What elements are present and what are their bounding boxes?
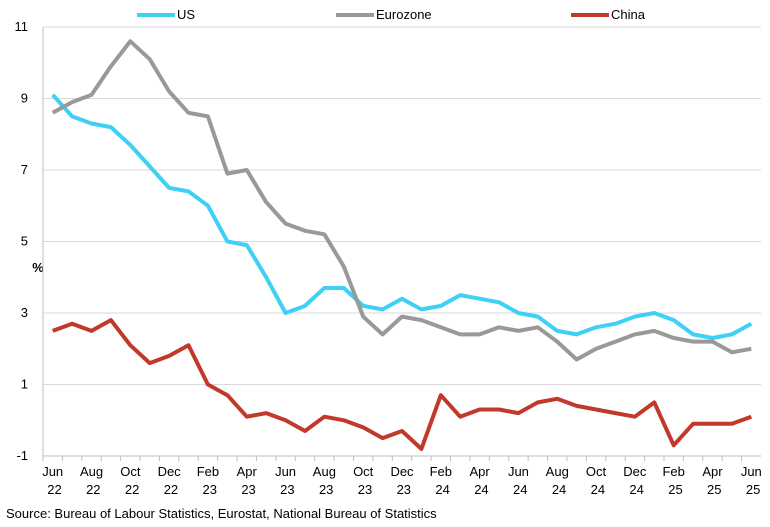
x-tick-label: Dec 23 <box>390 464 414 497</box>
y-tick-label: 7 <box>21 162 28 177</box>
x-tick-label: Jun 25 <box>741 464 762 497</box>
x-tick-label: Dec 24 <box>623 464 647 497</box>
x-tick-label: Oct 23 <box>353 464 374 497</box>
x-tick-label: Dec 22 <box>158 464 182 497</box>
legend-label: China <box>611 7 646 22</box>
legend-item: Eurozone <box>336 7 432 22</box>
x-tick-label: Oct 24 <box>586 464 607 497</box>
line-series <box>51 39 752 362</box>
y-tick-label: 1 <box>21 377 28 392</box>
x-tick-label: Jun 24 <box>508 464 529 497</box>
x-tick-label: Feb 24 <box>430 464 452 497</box>
x-tick-label: Aug 23 <box>313 464 336 497</box>
legend-label: Eurozone <box>376 7 432 22</box>
y-tick-label: 9 <box>21 91 28 106</box>
x-tick-label: Apr 23 <box>237 464 258 497</box>
x-tick-label: Oct 22 <box>120 464 141 497</box>
y-tick-label: -1 <box>16 448 28 463</box>
legend-item: China <box>571 7 646 22</box>
x-tick-label: Jun 23 <box>275 464 296 497</box>
y-tick-label: 5 <box>21 234 28 249</box>
x-tick-label: Aug 24 <box>546 464 569 497</box>
x-tick-label: Jun 22 <box>42 464 63 497</box>
x-tick-label: Feb 23 <box>197 464 219 497</box>
line-series <box>51 93 753 340</box>
y-tick-label: 11 <box>15 19 29 34</box>
line-series <box>52 318 752 451</box>
x-tick-label: Feb 25 <box>662 464 684 497</box>
y-axis-label: % <box>32 260 44 275</box>
y-tick-label: 3 <box>21 305 28 320</box>
x-tick-label: Aug 22 <box>80 464 103 497</box>
x-tick-label: Apr 25 <box>702 464 723 497</box>
legend-item: US <box>137 7 195 22</box>
legend-label: US <box>177 7 195 22</box>
source: Source: Bureau of Labour Statistics, Eur… <box>6 506 437 521</box>
x-tick-label: Apr 24 <box>470 464 491 497</box>
